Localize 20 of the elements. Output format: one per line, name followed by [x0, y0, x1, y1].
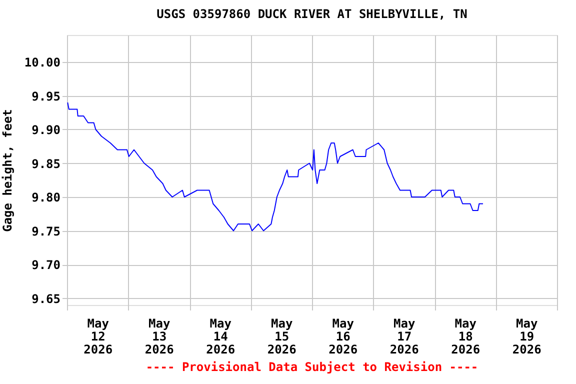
x-tick-label: May 13 2026: [144, 316, 174, 356]
y-tick-label: 9.95: [32, 89, 60, 104]
y-tick-label: 9.65: [32, 292, 60, 306]
y-tick-label: 9.90: [32, 123, 60, 137]
chart-title: USGS 03597860 DUCK RIVER AT SHELBYVILLE, TN: [156, 7, 468, 21]
x-tick-label: May 19 2026: [512, 316, 542, 356]
y-axis-title: Gage height, feet: [0, 109, 14, 232]
y-tick-label: 10.00: [24, 56, 60, 70]
x-tick-label: May 17 2026: [390, 316, 419, 356]
line-series: [67, 102, 484, 232]
y-tick-label: 9.75: [32, 224, 60, 238]
text: ---- Provisional Data Subject to Revision ----: [146, 360, 478, 374]
y-tick-label: 9.80: [32, 190, 60, 204]
x-tick-label: May 15 2026: [267, 316, 296, 356]
x-tick-label: May 16 2026: [328, 316, 358, 356]
x-tick-label: May 14 2026: [206, 316, 236, 356]
x-tick-label: May 18 2026: [451, 316, 480, 356]
x-tick-label: May 12 2026: [84, 316, 113, 356]
y-tick-label: 9.70: [32, 258, 60, 272]
y-tick-label: 9.85: [32, 156, 60, 171]
